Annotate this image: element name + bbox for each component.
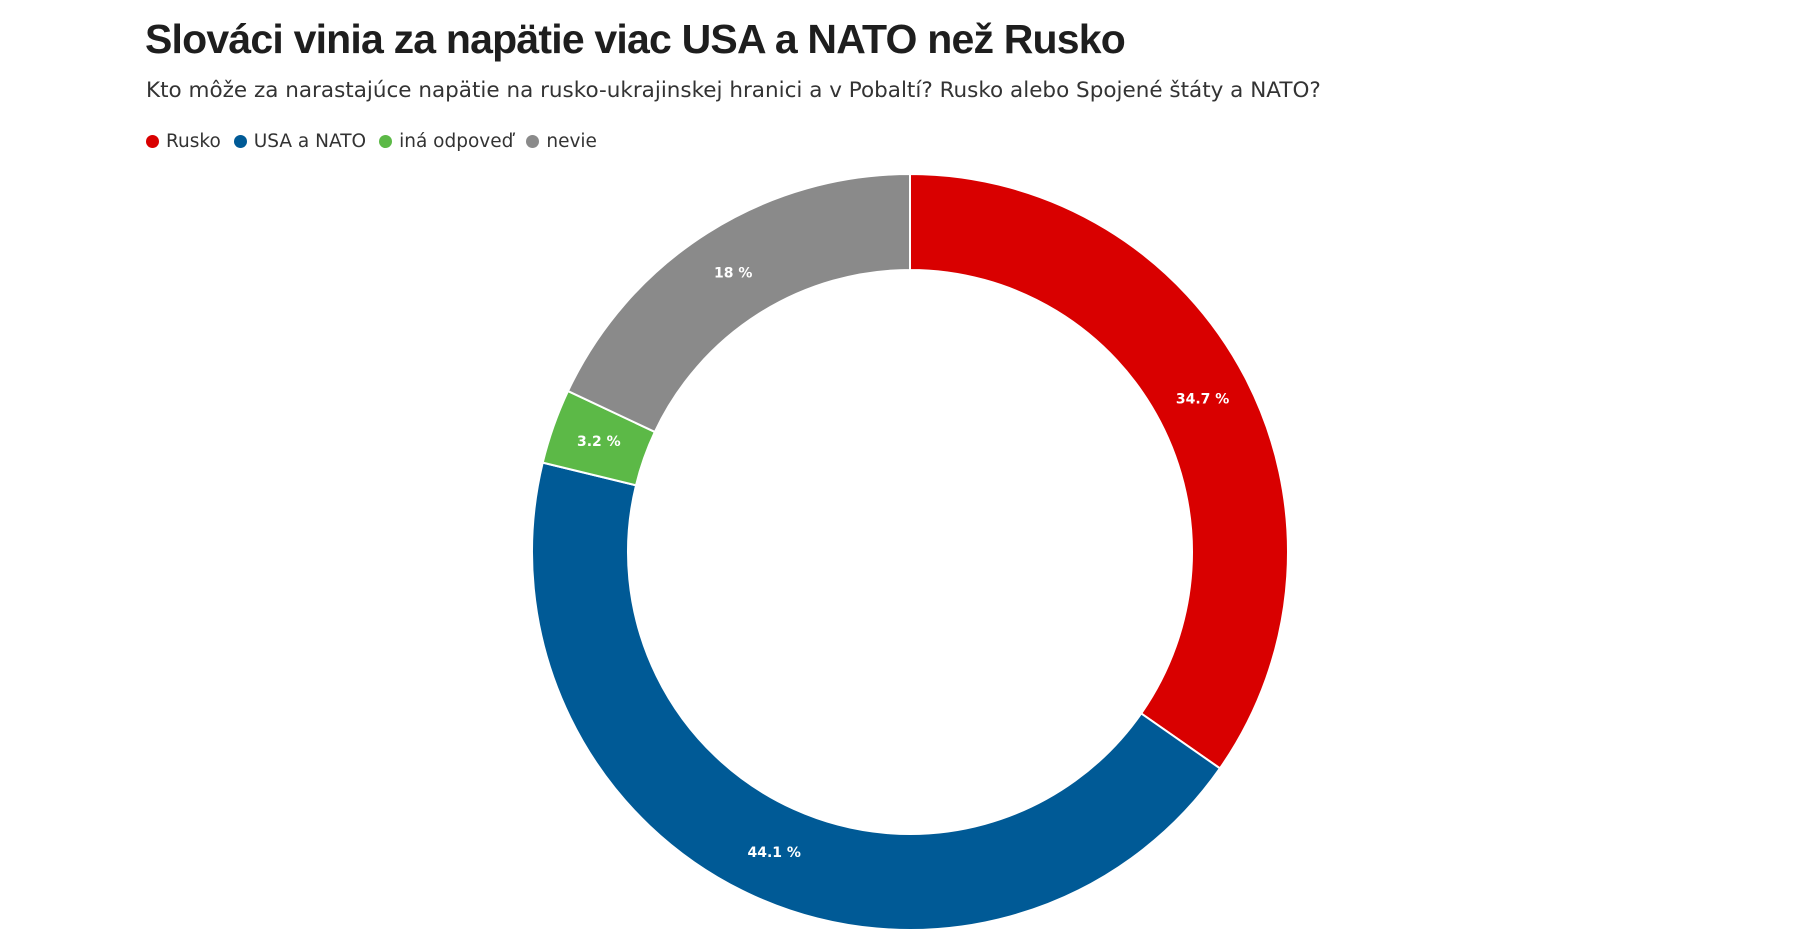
slice-label-usa-a-nato: 44.1 % xyxy=(747,845,800,861)
legend-item-rusko[interactable]: Rusko xyxy=(146,131,221,152)
slice-label-rusko: 34.7 % xyxy=(1176,391,1229,407)
legend-label-rusko: Rusko xyxy=(166,131,221,152)
slice-nevie[interactable] xyxy=(566,172,911,434)
slice-label-ina-odpoved: 3.2 % xyxy=(577,434,621,450)
legend-item-usa-a-nato[interactable]: USA a NATO xyxy=(233,131,367,152)
slice-label-nevie: 18 % xyxy=(714,265,752,281)
legend-label-ina-odpoved: iná odpoveď xyxy=(399,131,514,152)
legend-swatch-nevie xyxy=(526,135,540,148)
legend-swatch-rusko xyxy=(146,135,159,148)
legend-item-ina-odpoved[interactable]: iná odpoveď xyxy=(379,131,513,152)
chart-legend: Rusko USA a NATO iná odpoveď nevie xyxy=(146,131,610,152)
legend-item-nevie[interactable]: nevie xyxy=(526,131,597,152)
legend-label-nevie: nevie xyxy=(546,131,597,152)
slice-usa-a-nato[interactable] xyxy=(531,461,1222,931)
donut-labels: 34.7 % 44.1 % 3.2 % 18 % xyxy=(577,265,1229,860)
donut-slices xyxy=(531,172,1289,931)
chart-subtitle: Kto môže za narastajúce napätie na rusko… xyxy=(146,78,1321,103)
legend-label-usa-a-nato: USA a NATO xyxy=(253,131,367,152)
legend-swatch-ina-odpoved xyxy=(379,135,393,148)
slice-rusko[interactable] xyxy=(909,172,1289,770)
chart-title: Slováci vinia za napätie viac USA a NATO… xyxy=(145,16,1126,62)
legend-swatch-usa-a-nato xyxy=(233,135,247,148)
